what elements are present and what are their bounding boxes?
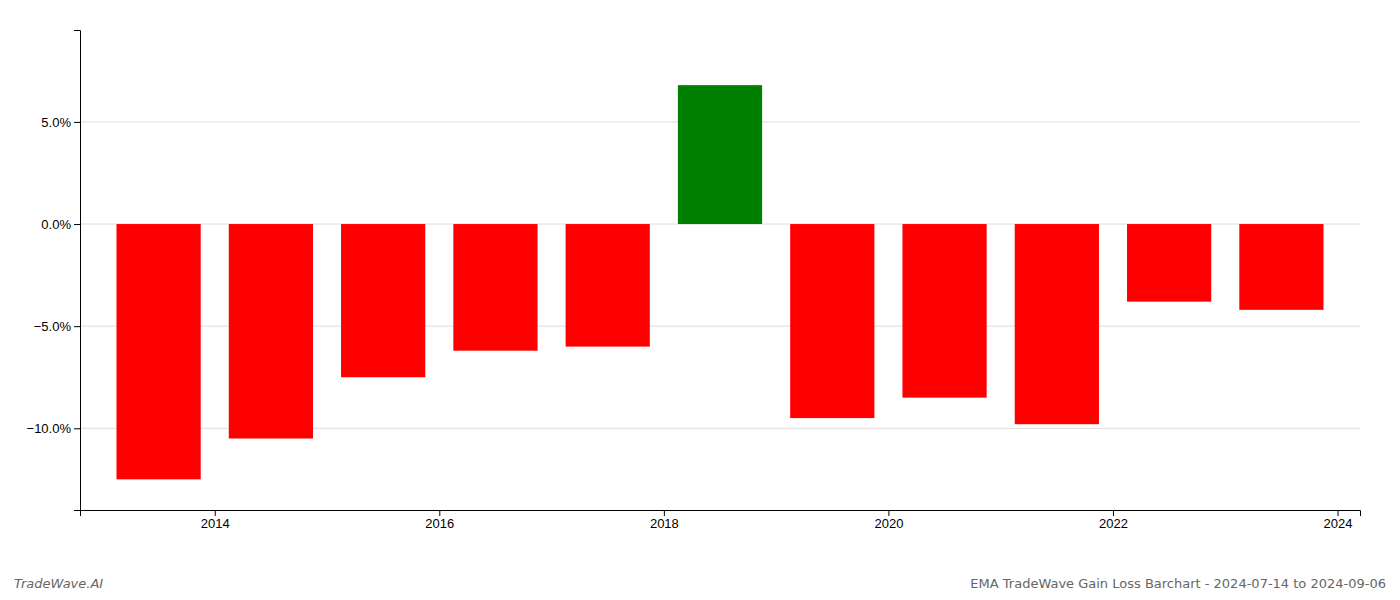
chart: 2014 2016 2018 2020 2022 2024 −10.0% −5.0% 0.0% 5… xyxy=(0,0,1400,600)
x-axis-line xyxy=(81,511,1361,517)
x-tick-label: 2018 xyxy=(650,516,679,531)
y-tick-mark xyxy=(74,224,80,225)
bar xyxy=(678,85,762,224)
x-axis: 2014 2016 2018 2020 2022 2024 xyxy=(81,510,1361,531)
bar xyxy=(116,224,200,479)
x-tick-mark xyxy=(439,510,440,516)
x-tick-label: 2014 xyxy=(201,516,230,531)
x-tick-label: 2020 xyxy=(874,516,903,531)
x-tick-mark xyxy=(1113,510,1114,516)
plot: 2014 2016 2018 2020 2022 2024 −10.0% −5.0% 0.0% 5… xyxy=(27,31,1361,532)
bar xyxy=(1127,224,1211,302)
x-tick: 2024 xyxy=(1324,510,1353,531)
x-tick: 2022 xyxy=(1099,510,1128,531)
x-tick-mark xyxy=(215,510,216,516)
footer-text: EMA TradeWave Gain Loss Barchart - 2024-… xyxy=(970,576,1386,591)
x-tick-mark xyxy=(1338,510,1339,516)
bar xyxy=(790,224,874,418)
y-tick-label: −5.0% xyxy=(34,319,72,334)
y-axis: −10.0% −5.0% 0.0% 5.0% xyxy=(27,31,81,511)
y-tick-label: 5.0% xyxy=(41,115,71,130)
x-tick-label: 2016 xyxy=(425,516,454,531)
bar xyxy=(1239,224,1323,310)
bar xyxy=(566,224,650,347)
y-axis-line xyxy=(74,31,81,511)
y-tick: 0.0% xyxy=(41,217,80,232)
bars xyxy=(116,85,1323,479)
y-tick-label: −10.0% xyxy=(27,421,72,436)
bar xyxy=(229,224,313,438)
x-tick: 2014 xyxy=(201,510,230,531)
y-tick-mark xyxy=(74,122,80,123)
y-tick-mark xyxy=(74,428,80,429)
y-tick-mark xyxy=(74,326,80,327)
x-tick-mark xyxy=(664,510,665,516)
bar xyxy=(453,224,537,351)
y-tick: −10.0% xyxy=(27,421,80,436)
x-tick-mark xyxy=(888,510,889,516)
bar xyxy=(902,224,986,398)
bar xyxy=(1015,224,1099,424)
x-tick: 2020 xyxy=(874,510,903,531)
x-tick: 2018 xyxy=(650,510,679,531)
bar xyxy=(341,224,425,377)
footer-text: TradeWave.AI xyxy=(14,576,103,591)
footer: TradeWave.AI EMA TradeWave Gain Loss Barc… xyxy=(14,576,1386,591)
y-tick-label: 0.0% xyxy=(41,217,71,232)
y-tick: 5.0% xyxy=(41,115,80,130)
x-tick: 2016 xyxy=(425,510,454,531)
y-tick: −5.0% xyxy=(34,319,80,334)
x-tick-label: 2022 xyxy=(1099,516,1128,531)
x-tick-label: 2024 xyxy=(1324,516,1353,531)
